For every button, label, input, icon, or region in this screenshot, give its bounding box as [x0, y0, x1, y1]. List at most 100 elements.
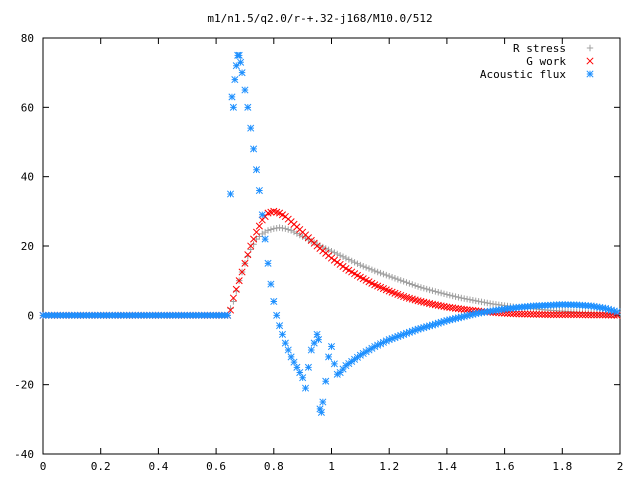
legend-marker — [586, 57, 594, 65]
data-point — [443, 316, 451, 325]
data-point — [353, 353, 362, 361]
data-point — [455, 294, 462, 301]
data-point — [333, 370, 341, 378]
data-point — [231, 76, 239, 84]
data-point — [374, 268, 381, 276]
plot-border — [42, 37, 621, 455]
x-tick-labels: 0 0.2 0.4 0.6 0.8 1 1.2 1.4 1.6 1.8 2 — [40, 460, 624, 473]
data-point — [319, 398, 327, 406]
data-point — [247, 124, 255, 132]
y-tick-label: -20 — [14, 379, 34, 392]
data-point — [376, 340, 385, 348]
data-point — [247, 242, 255, 250]
data-point — [287, 227, 295, 234]
data-point — [281, 339, 289, 347]
data-point — [362, 264, 370, 271]
data-point — [362, 348, 370, 356]
x-tick-label: 0.4 — [148, 460, 168, 473]
data-point — [458, 294, 465, 302]
data-point — [382, 337, 390, 345]
data-point — [452, 293, 459, 300]
data-point — [570, 311, 578, 319]
data-point — [409, 281, 416, 288]
data-point — [423, 285, 430, 293]
data-point — [406, 280, 413, 287]
x-tick-label: 1.2 — [379, 460, 399, 473]
data-point — [293, 230, 301, 237]
data-point — [348, 257, 355, 265]
data-point — [435, 289, 442, 296]
data-point — [296, 368, 304, 377]
data-point — [351, 355, 359, 363]
tick-marks — [42, 37, 621, 455]
data-point — [316, 405, 324, 413]
data-point — [527, 310, 535, 318]
data-point — [327, 342, 336, 351]
data-point — [590, 311, 598, 319]
data-point — [371, 267, 378, 275]
series-acoustic-flux — [39, 51, 621, 416]
data-point — [463, 312, 471, 320]
data-point — [417, 284, 425, 291]
data-point — [293, 363, 301, 371]
data-point — [429, 287, 436, 294]
data-point — [368, 266, 376, 273]
data-point — [446, 292, 453, 299]
data-point — [250, 241, 257, 248]
data-point — [282, 225, 289, 232]
legend-label: G work — [526, 55, 566, 68]
data-point — [383, 271, 390, 279]
data-point — [397, 331, 405, 339]
data-point — [408, 327, 416, 335]
data-point — [567, 311, 575, 319]
data-point — [449, 304, 457, 312]
data-point — [452, 314, 460, 323]
data-point — [359, 349, 367, 358]
data-point — [264, 259, 272, 267]
data-point — [555, 311, 563, 319]
data-point — [460, 305, 468, 313]
data-point — [258, 211, 266, 219]
data-point — [613, 308, 621, 316]
data-point — [285, 226, 292, 233]
data-point — [423, 323, 431, 331]
data-point — [584, 311, 592, 319]
data-point — [515, 310, 523, 318]
data-point — [276, 224, 283, 231]
data-point — [509, 310, 517, 318]
data-point — [273, 224, 280, 232]
y-tick-label: 40 — [21, 171, 34, 184]
data-point — [307, 346, 315, 354]
data-point — [342, 362, 350, 370]
data-point — [354, 260, 361, 267]
data-point — [443, 303, 451, 311]
x-tick-label: 0.8 — [264, 460, 284, 473]
data-point — [365, 265, 373, 272]
data-point — [446, 303, 454, 311]
data-point — [250, 235, 258, 243]
data-point — [374, 341, 382, 349]
x-tick-label: 1 — [328, 460, 335, 473]
data-point — [437, 318, 445, 326]
data-point — [228, 93, 236, 101]
x-tick-label: 2 — [617, 460, 624, 473]
data-point — [446, 316, 454, 324]
y-tick-label: 20 — [21, 240, 34, 253]
data-point — [437, 302, 445, 310]
data-point — [475, 298, 482, 305]
x-tick-label: 1.6 — [495, 460, 515, 473]
data-point — [414, 325, 422, 333]
x-tick-label: 0 — [40, 460, 47, 473]
data-point — [314, 336, 323, 344]
data-point — [426, 286, 433, 294]
data-point — [593, 311, 601, 319]
data-point — [544, 311, 552, 319]
data-point — [299, 374, 307, 382]
data-point — [576, 311, 584, 319]
x-tick-label: 0.2 — [91, 460, 111, 473]
data-point — [348, 357, 356, 365]
data-point — [386, 272, 393, 280]
data-point — [255, 222, 263, 230]
data-point — [270, 225, 277, 232]
